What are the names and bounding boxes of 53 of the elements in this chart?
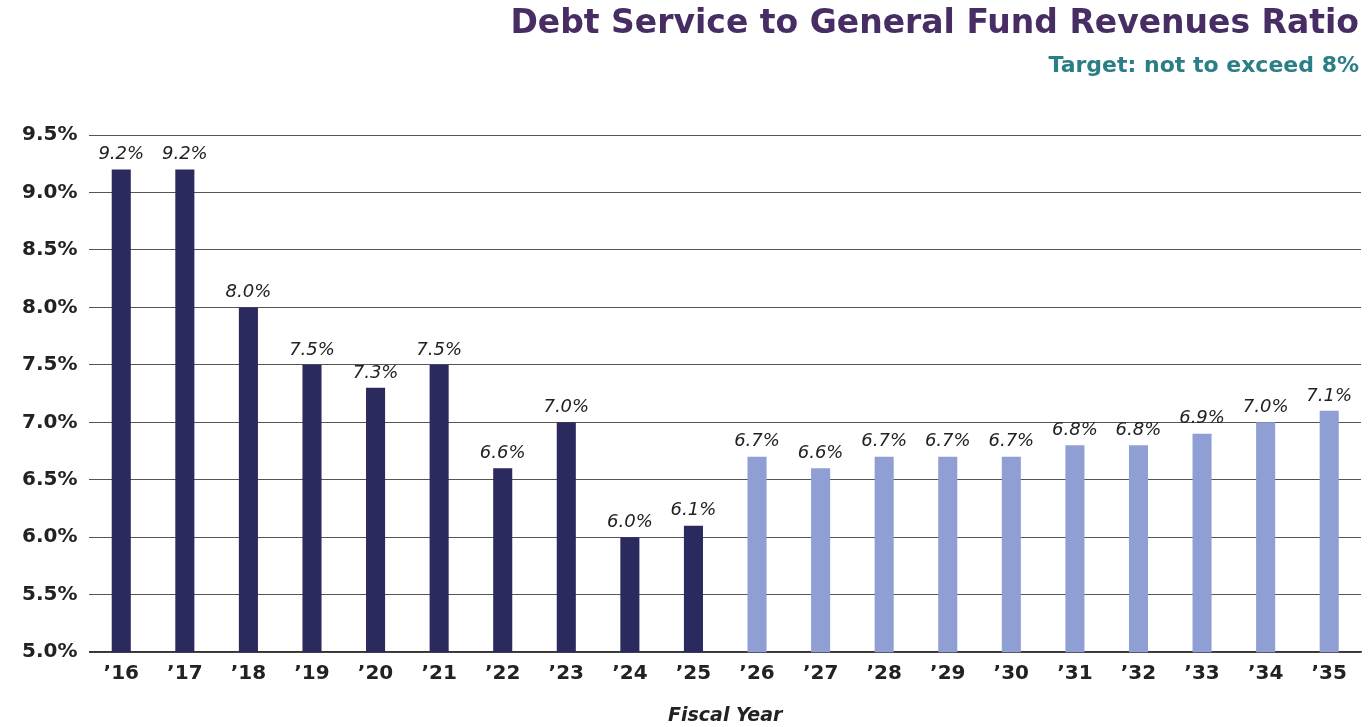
y-tick-label: 8.0% xyxy=(22,293,78,318)
x-tick-label: ’21 xyxy=(421,660,457,685)
data-label: 6.7% xyxy=(861,429,908,451)
x-tick-label: ’35 xyxy=(1311,660,1347,685)
y-tick-label: 5.5% xyxy=(22,580,78,605)
x-tick-label: ’26 xyxy=(739,660,775,685)
data-label: 7.5% xyxy=(289,337,335,359)
x-tick-label: ’17 xyxy=(167,660,203,685)
data-label: 7.5% xyxy=(416,337,463,359)
x-tick-label: ’30 xyxy=(993,660,1030,685)
data-label: 6.8% xyxy=(1115,417,1162,439)
x-tick-label: ’33 xyxy=(1184,660,1220,685)
x-tick-label: ’25 xyxy=(675,660,712,685)
data-label: 9.2% xyxy=(161,142,208,164)
data-label: 6.0% xyxy=(607,509,653,531)
y-tick-label: 5.0% xyxy=(22,638,78,663)
x-tick-label: ’23 xyxy=(548,660,585,685)
data-label: 6.7% xyxy=(924,429,971,451)
y-tick-label: 9.0% xyxy=(22,178,78,203)
x-tick-label: ’34 xyxy=(1247,660,1284,685)
y-tick-label: 7.0% xyxy=(22,408,78,433)
x-tick-label: ’28 xyxy=(866,660,902,685)
x-tick-label: ’32 xyxy=(1120,660,1157,685)
data-label: 7.3% xyxy=(352,360,399,382)
x-tick-label: ’19 xyxy=(294,660,330,685)
data-label: 6.1% xyxy=(670,498,717,520)
x-tick-label: ’20 xyxy=(357,660,394,685)
x-tick-label: ’22 xyxy=(485,660,521,685)
data-label: 8.0% xyxy=(225,280,272,302)
y-tick-label: 6.5% xyxy=(22,466,78,490)
x-tick-label: ’29 xyxy=(930,660,966,685)
y-tick-label: 9.5% xyxy=(22,121,78,146)
x-tick-label: ’27 xyxy=(802,660,839,685)
data-label: 7.0% xyxy=(543,395,590,417)
x-axis-title: Fiscal Year xyxy=(668,702,785,725)
x-tick-label: ’16 xyxy=(103,660,139,685)
chart-title: Debt Service to General Fund Revenues Ratio xyxy=(510,2,1359,41)
y-tick-label: 6.0% xyxy=(22,523,78,548)
data-label: 6.6% xyxy=(797,440,844,462)
x-tick-label: ’31 xyxy=(1057,660,1093,685)
data-label: 6.7% xyxy=(734,429,780,451)
data-label: 9.2% xyxy=(98,142,145,164)
data-label: 6.9% xyxy=(1179,406,1225,428)
x-tick-label: ’24 xyxy=(612,660,648,685)
x-tick-label: ’18 xyxy=(230,660,267,685)
chart-subtitle: Target: not to exceed 8% xyxy=(1048,52,1359,77)
data-label: 7.0% xyxy=(1242,395,1289,417)
y-tick-label: 8.5% xyxy=(22,236,78,261)
data-label: 6.7% xyxy=(988,429,1035,451)
data-label: 6.6% xyxy=(479,440,526,462)
data-label: 6.8% xyxy=(1052,417,1098,439)
y-tick-label: 7.5% xyxy=(22,351,78,376)
data-label: 7.1% xyxy=(1306,383,1353,405)
